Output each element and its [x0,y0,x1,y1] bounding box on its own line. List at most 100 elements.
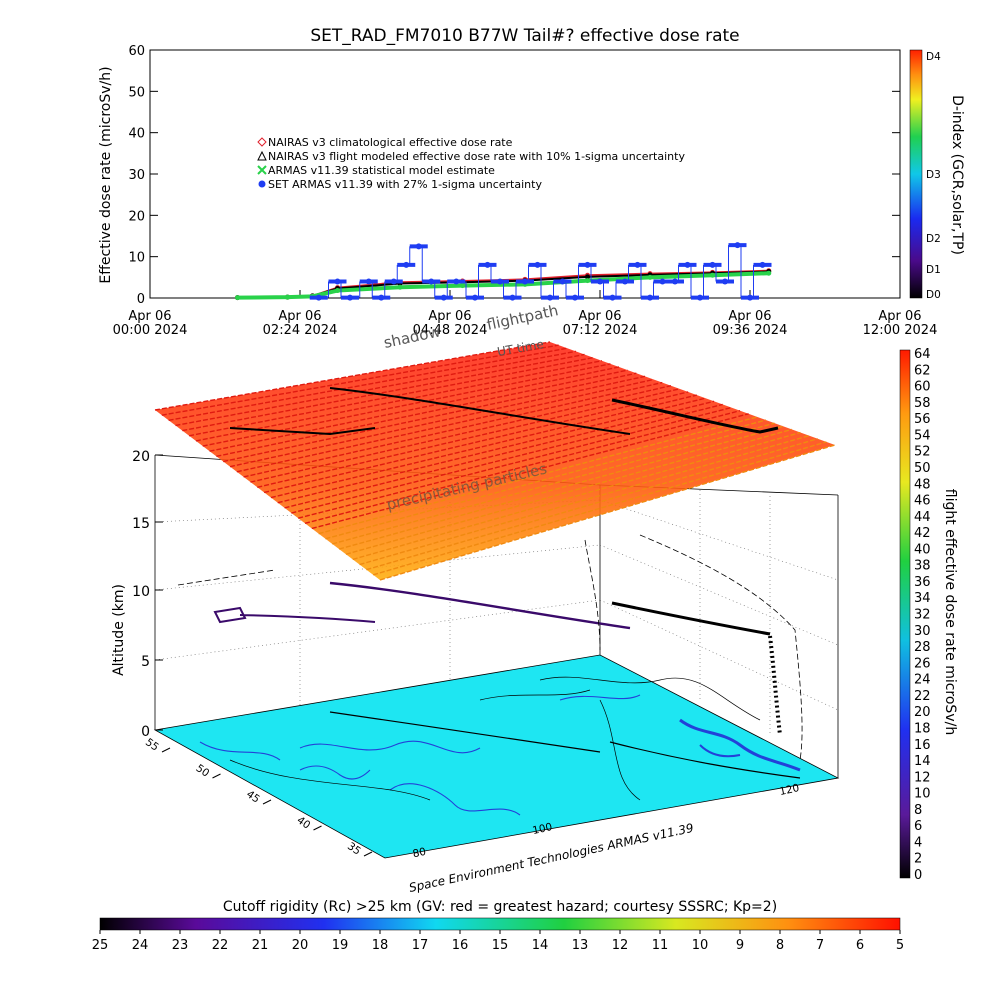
particle-hatch-line [332,422,775,545]
d-index-tick-label: D4 [926,51,941,63]
dose-tick-label: 0 [914,868,922,883]
ground-map-ocean [153,654,840,859]
latitude-tick-mark [313,825,322,831]
series-point [766,270,772,276]
set-armas-point [572,294,578,301]
x-tick-label-day: Apr 06 [728,309,771,324]
series-point [397,284,403,290]
rigidity-tick-label: 23 [172,938,189,953]
particle-hatch-line [277,397,706,504]
altitude-tick-label: 20 [132,449,150,465]
dose-tick-label: 60 [914,380,931,395]
particle-hatch-line [161,344,559,416]
set-armas-point [597,278,603,285]
x-tick-label-day: Apr 06 [428,309,471,324]
particle-hatch-line [263,391,689,494]
x-tick-label-time: 02:24 2024 [263,323,338,338]
set-armas-point [472,294,478,301]
d-index-tick-label: D1 [926,264,941,276]
legend-entry: ARMAS v11.39 statistical model estimate [257,164,495,177]
y-tick-label: 10 [128,251,145,266]
rigidity-tick-label: 24 [132,938,149,953]
latitude-tick-mark [262,799,272,805]
dose-tick-label: 8 [914,803,922,818]
y-tick-label: 20 [128,209,145,224]
latitude-tick-mark [212,773,221,779]
latitude-tick-label: 50 [194,762,212,780]
particle-hatch-line [291,403,723,514]
set-armas-point [440,294,447,301]
set-armas-point [709,261,716,268]
series-point [460,283,465,289]
top-chart-title: SET_RAD_FM7010 B77W Tail#? effective dos… [310,26,739,46]
series-point [285,294,290,300]
set-armas-point [415,243,422,250]
dose-tick-label: 32 [914,608,931,623]
dose-tick-label: 40 [914,542,931,557]
flightpath-mid-3 [611,601,771,636]
dose-tick-label: 4 [914,835,922,850]
particle-hatch-line [352,431,801,561]
dose-tick-label: 28 [914,640,931,655]
dose-tick-label: 64 [914,347,931,362]
legend-label: NAIRAS v3 flight modeled effective dose … [268,150,685,163]
rigidity-tick-label: 18 [372,938,389,953]
set-armas-point [403,261,410,268]
particle-hatch-line [182,353,585,432]
set-armas-point [759,261,766,268]
rigidity-tick-label: 11 [652,938,669,953]
rigidity-tick-label: 13 [572,938,589,953]
rigidity-tick-label: 8 [776,938,784,953]
particle-hatch-line [236,378,654,473]
rigidity-tick-label: 12 [612,938,629,953]
dose-tick-label: 54 [914,428,931,443]
series-point [235,295,240,301]
longitude-ticks: 80 100 120 [412,782,801,860]
d-index-ticks: D0 D1 D2 D3 D4 [926,51,941,301]
dose-tick-label: 14 [914,754,931,769]
set-armas-point [559,278,566,285]
particle-hatch-line [216,369,628,458]
dose-colorbar [899,349,911,879]
ground-map-contours [199,676,801,816]
legend-symbol [257,150,267,161]
d-index-tick-label: D0 [926,289,941,301]
longitude-tick-label: 80 [412,846,428,861]
legend-entry: SET ARMAS v11.39 with 27% 1-sigma uncert… [258,178,542,191]
series-point [710,272,715,278]
particle-hatch-line [325,419,767,540]
flightpath-top-2 [329,387,631,435]
dashed-drop [177,534,803,761]
altitude-tick-label: 0 [141,724,150,740]
dose-tick-label: 26 [914,656,931,671]
x-tick-label-time: 00:00 2024 [113,323,188,338]
rigidity-tick-label: 20 [292,938,309,953]
set-armas-point [534,261,541,268]
rigidity-tick-label: 22 [212,938,229,953]
rigidity-tick-label: 5 [896,938,904,953]
rigidity-tick-label: 25 [92,938,109,953]
latitude-tick-label: 40 [295,814,313,832]
dose-colorbar-ticks: 0246810121416182022242628303234363840424… [914,347,931,883]
series-point [585,274,590,280]
legend-label: ARMAS v11.39 statistical model estimate [268,164,495,177]
flightpath-top-1 [229,427,376,436]
particle-hatch-line [284,400,715,509]
dose-tick-label: 24 [914,673,931,688]
rigidity-tick-label: 14 [532,938,549,953]
flightpath-mid-2 [329,581,631,630]
set-armas-point [622,278,628,285]
dose-tick-label: 18 [914,721,931,736]
legend-label: NAIRAS v3 climatological effective dose … [268,136,513,149]
set-armas-point [522,278,528,285]
series-point [647,274,653,280]
x-tick-label-day: Apr 06 [878,309,921,324]
dose-tick-label: 36 [914,575,931,590]
set-armas-point [747,294,753,301]
x-tick-label-day: Apr 06 [278,309,321,324]
series-point [335,288,340,294]
set-armas-point [428,278,435,285]
ground-shadow-path [329,711,801,779]
y-tick-label: 30 [128,168,145,183]
